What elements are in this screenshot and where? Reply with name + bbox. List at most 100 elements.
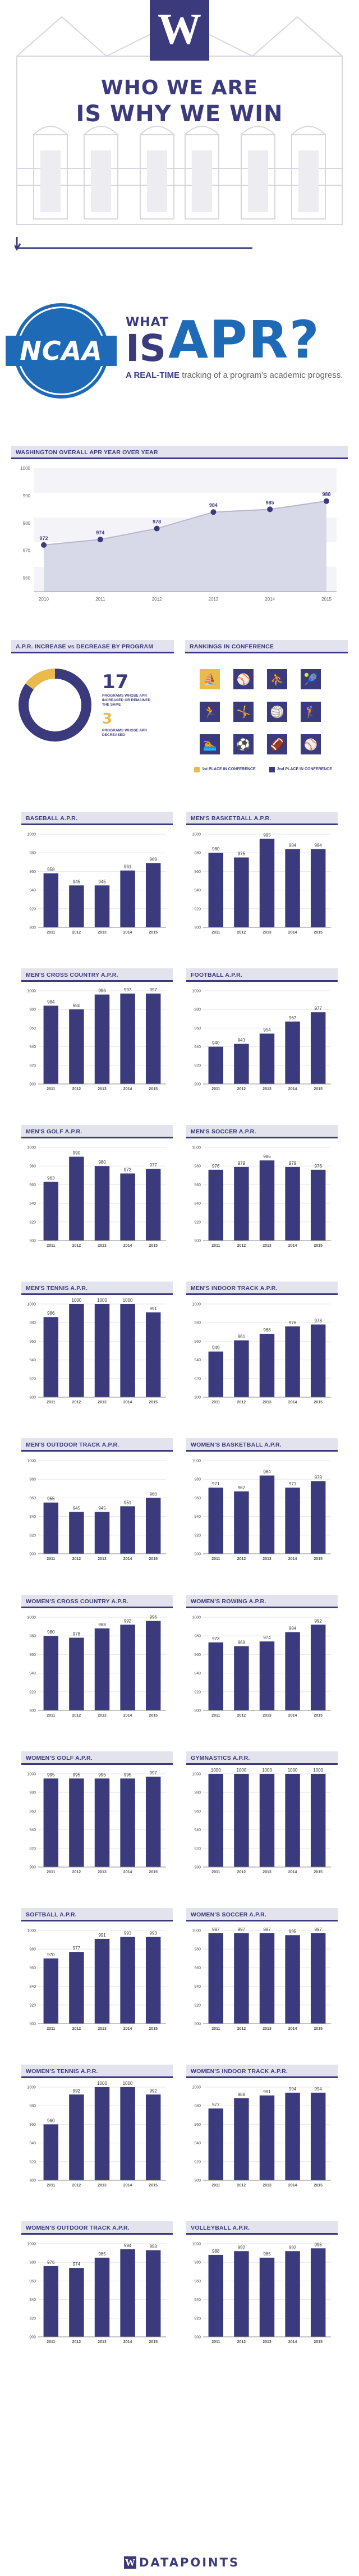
- mxc-bar: [43, 1005, 59, 1084]
- wgolf-year-label: 2012: [72, 1870, 81, 1874]
- mgolf-title: MEN'S GOLF A.P.R.: [21, 1125, 173, 1138]
- football-chart: 1000 980 960 940 920 900 940 2011 943 2012 954 2013…: [192, 990, 331, 1091]
- wgolf-value-label: 997: [150, 1770, 158, 1776]
- y-tick-label: 1000: [27, 1459, 36, 1463]
- wbb-value-label: 967: [238, 1485, 246, 1490]
- moutdoor-bar: [145, 1498, 161, 1554]
- apr-subtitle: A REAL-TIME tracking of a program's acad…: [126, 370, 343, 380]
- moutdoor-value-label: 951: [124, 1500, 132, 1505]
- mtennis-year-label: 2011: [47, 1401, 55, 1404]
- track-icon-glyph: 🏃: [202, 705, 217, 719]
- wrowing-year-label: 2014: [288, 1714, 297, 1718]
- overall-point: [97, 537, 103, 543]
- baseball-bar: [145, 863, 161, 927]
- windoor-year-label: 2011: [211, 2184, 220, 2188]
- wgolf-year-label: 2014: [123, 1870, 132, 1874]
- football-bar: [208, 1046, 224, 1084]
- softball-panel: SOFTBALL A.P.R. 1000 980 960 940 920 900 970 201…: [21, 1908, 173, 2033]
- y-tick-label: 980: [194, 1321, 201, 1325]
- mindoor-value-label: 968: [263, 1328, 271, 1333]
- y-tick-label: 920: [194, 2160, 201, 2164]
- y-tick-label: 960: [194, 2280, 201, 2284]
- windoor-year-label: 2015: [314, 2184, 323, 2188]
- softball-year-label: 2015: [149, 2027, 158, 2031]
- baseball-year-label: 2014: [123, 931, 132, 935]
- wtennis-year-label: 2011: [47, 2184, 55, 2188]
- apr-subtitle-bold: A REAL-TIME: [126, 370, 180, 380]
- wxc-value-label: 978: [73, 1632, 81, 1637]
- mindoor-year-label: 2013: [263, 1401, 271, 1404]
- woutdoor-title: WOMEN'S OUTDOOR TRACK A.P.R.: [21, 2221, 173, 2235]
- y-tick-label: 980: [194, 2104, 201, 2108]
- y-tick-label: 920: [194, 907, 201, 911]
- y-tick-label: 940: [29, 1202, 36, 1206]
- y-tick-label: 900: [194, 1083, 201, 1087]
- apr-word: APR?: [168, 310, 320, 370]
- mtennis-year-label: 2014: [123, 1401, 132, 1404]
- wxc-year-label: 2013: [98, 1714, 107, 1718]
- wbb-year-label: 2011: [211, 1557, 220, 1561]
- wsoccer-year-label: 2015: [314, 2027, 323, 2031]
- msoccer-title: MEN'S SOCCER A.P.R.: [186, 1125, 338, 1138]
- overall-value-label: 972: [39, 536, 48, 541]
- y-tick-label: 980: [194, 1635, 201, 1639]
- y-tick-label: 940: [194, 1358, 201, 1362]
- softball-icon-glyph: ⚾: [236, 672, 251, 686]
- softball-bar: [69, 1952, 84, 2024]
- mindoor-value-label: 978: [315, 1319, 323, 1324]
- wtennis-year-label: 2015: [149, 2184, 158, 2188]
- wbb-year-label: 2012: [237, 1557, 246, 1561]
- football-year-label: 2012: [237, 1087, 246, 1091]
- football-bar: [285, 1021, 300, 1084]
- wxc-bar: [69, 1637, 84, 1710]
- mgolf-bar: [94, 1166, 110, 1241]
- mtennis-year-label: 2013: [98, 1401, 107, 1404]
- moutdoor-year-label: 2013: [98, 1557, 107, 1561]
- mbb-title: MEN'S BASKETBALL A.P.R.: [186, 812, 338, 825]
- gym-bar: [259, 1774, 275, 1867]
- y-tick-label: 980: [194, 1948, 201, 1952]
- wtennis-value-label: 960: [47, 2118, 55, 2123]
- gymnastics-icon-glyph: 🤸: [236, 705, 251, 719]
- mindoor-year-label: 2014: [288, 1401, 297, 1404]
- wbb-value-label: 984: [263, 1470, 271, 1475]
- mindoor-year-label: 2012: [237, 1401, 246, 1404]
- baseball-year-label: 2015: [149, 931, 158, 935]
- wtennis-chart: 1000 980 960 940 920 900 960 2011 992 2012 1000 201…: [27, 2081, 166, 2188]
- overall-apr-title: WASHINGTON OVERALL APR YEAR OVER YEAR: [11, 446, 348, 459]
- y-tick-label: 960: [194, 1810, 201, 1814]
- y-tick-label: 980: [29, 2104, 36, 2108]
- wgolf-bar: [145, 1776, 161, 1867]
- wxc-title: WOMEN'S CROSS COUNTRY A.P.R.: [21, 1595, 173, 1608]
- y-tick-label: 990: [23, 493, 31, 498]
- wtennis-title: WOMEN'S TENNIS A.P.R.: [21, 2065, 173, 2078]
- y-tick-label: 940: [194, 1985, 201, 1989]
- y-tick-label: 920: [29, 1690, 36, 1694]
- mtennis-value-label: 1000: [123, 1298, 133, 1303]
- y-tick-label: 1000: [192, 1616, 201, 1620]
- x-tick-label: 2012: [152, 597, 162, 602]
- y-tick-label: 980: [29, 2261, 36, 2265]
- x-tick-label: 2011: [95, 597, 105, 602]
- volleyball-icon: 🏐: [267, 702, 287, 722]
- soccer-icon: ⚽: [233, 734, 254, 754]
- y-tick-label: 940: [194, 1515, 201, 1519]
- msoccer-bar: [208, 1169, 224, 1241]
- mgolf-value-label: 977: [150, 1163, 158, 1168]
- baseball-icon: ⚾: [301, 734, 321, 754]
- mgolf-value-label: 990: [73, 1151, 81, 1156]
- mxc-bar: [145, 993, 161, 1084]
- mbb-chart: 1000 980 960 940 920 900 980 2011 975 2012 995 2013…: [192, 832, 331, 935]
- x-tick-label: 2015: [321, 597, 332, 602]
- msoccer-chart: 1000 980 960 940 920 900 976 2011 979 2012 986 2013…: [192, 1146, 331, 1248]
- mxc-value-label: 984: [47, 1000, 55, 1005]
- y-tick-label: 900: [29, 1553, 36, 1557]
- msoccer-value-label: 979: [289, 1161, 297, 1166]
- baseball-value-label: 969: [150, 857, 158, 862]
- hero-headline-1: WHO WE ARE: [101, 76, 258, 99]
- wxc-value-label: 996: [150, 1615, 158, 1620]
- y-tick-label: 980: [29, 1008, 36, 1012]
- hero-header: W WHO WE ARE IS WHY WE WIN: [0, 0, 359, 236]
- mgolf-bar: [69, 1156, 84, 1241]
- y-tick-label: 980: [29, 1948, 36, 1952]
